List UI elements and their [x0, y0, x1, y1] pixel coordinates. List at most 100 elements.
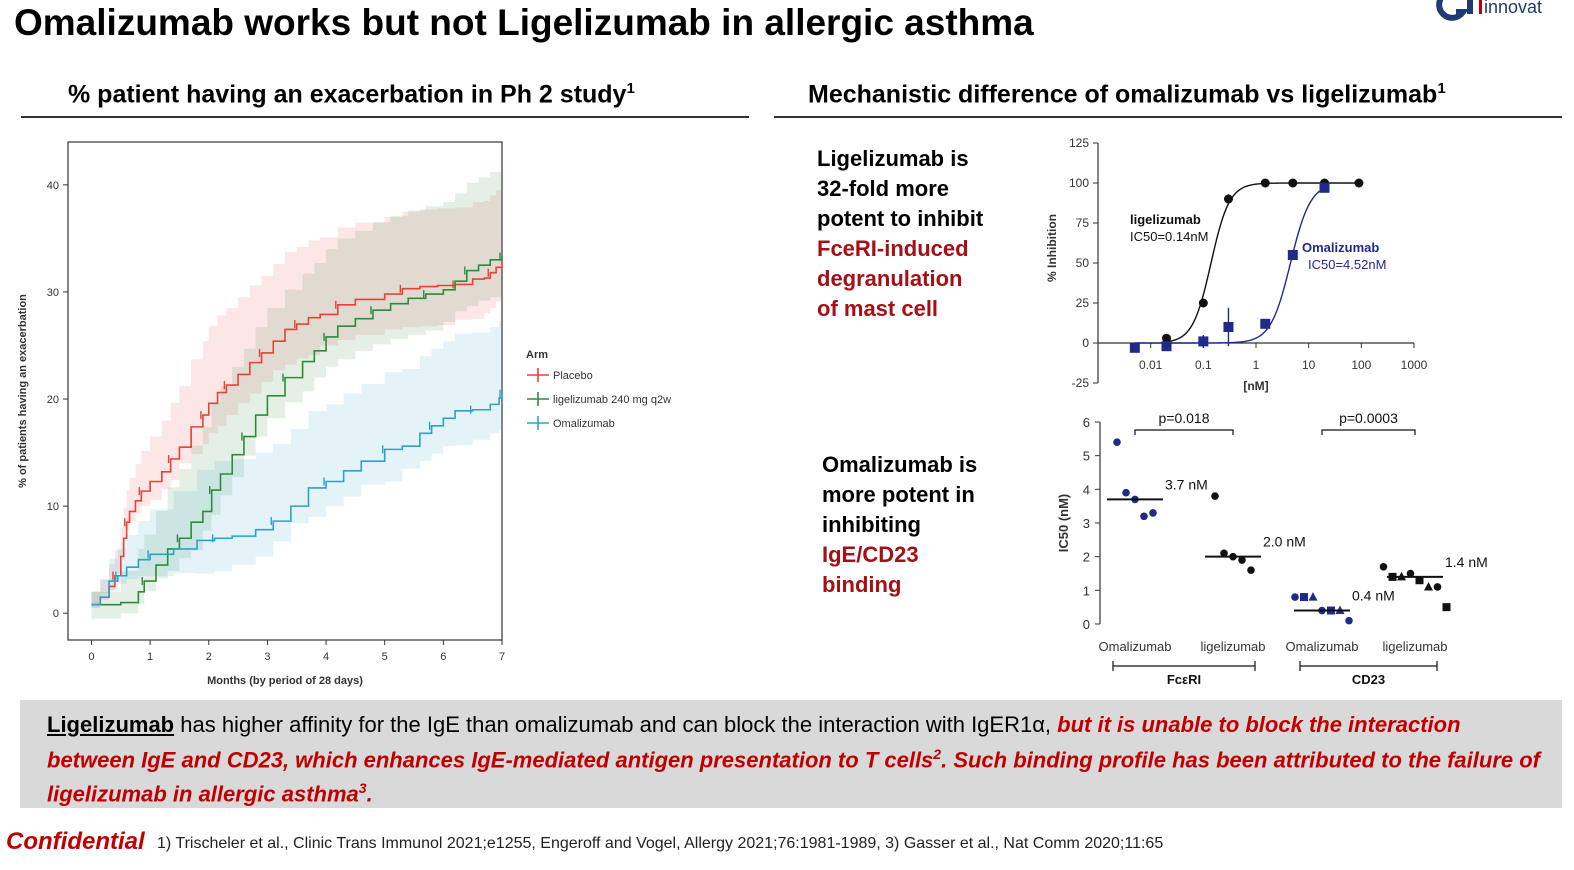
summary-plain: has higher affinity for the IgE than oma… — [174, 712, 1058, 737]
km-ytick-label: 0 — [53, 608, 59, 620]
summary-sup-2: 3 — [358, 780, 367, 797]
km-xtick-label: 3 — [264, 651, 270, 663]
callout-bottom-red-line: binding — [822, 572, 902, 597]
km-ylabel: % of patients having an exacerbation — [17, 294, 29, 488]
ic50-median-label: 1.4 nM — [1445, 554, 1488, 570]
km-xlabel: Months (by period of 28 days) — [207, 675, 363, 687]
slide-title: Omalizumab works but not Ligelizumab in … — [14, 2, 1034, 43]
ic50-point — [1113, 438, 1121, 446]
ic50-median-label: 3.7 nM — [1165, 476, 1208, 492]
callout-bottom-line: more potent in — [822, 482, 975, 507]
km-legend-label: Omalizumab — [553, 418, 615, 430]
km-ytick-label: 30 — [47, 287, 59, 299]
ic50-pvalue-label: p=0.0003 — [1339, 410, 1398, 426]
ic50-pvalue-label: p=0.018 — [1159, 410, 1210, 426]
summary-emphasis-1: but it is unable to block the interactio… — [47, 712, 1461, 772]
dose-point-ligelizumab — [1162, 333, 1172, 343]
ic50-ytick-label: 0 — [1083, 617, 1090, 632]
left-panel-heading-sup: 1 — [626, 80, 635, 97]
ic50-point — [1300, 593, 1308, 602]
dose-xtick-label: 1000 — [1401, 358, 1428, 372]
dose-xtick-label: 10 — [1302, 358, 1316, 372]
dose-ytick-label: 125 — [1069, 136, 1089, 150]
confidential-label: Confidential — [6, 828, 145, 855]
ic50-ytick-label: 6 — [1083, 415, 1090, 430]
dose-ytick-label: -25 — [1072, 376, 1090, 390]
dose-ylabel: % Inhibition — [1045, 214, 1059, 282]
dose-xtick-label: 0.01 — [1139, 358, 1163, 372]
callout-top-line: potent to inhibit — [817, 206, 984, 231]
ic50-category-label: ligelizumab — [1200, 639, 1265, 654]
dose-point-ligelizumab — [1354, 178, 1364, 188]
dose-point-ligelizumab — [1223, 194, 1233, 204]
km-xtick-label: 5 — [382, 651, 388, 663]
logo-mark-icon: innovat — [1436, 0, 1542, 21]
dose-xtick-label: 1 — [1253, 358, 1260, 372]
km-xtick-label: 0 — [88, 651, 94, 663]
ic50-category-label: ligelizumab — [1382, 639, 1447, 654]
ic50-point — [1442, 603, 1451, 612]
callout-top-red-line: degranulation — [817, 266, 963, 291]
dose-ytick-label: 100 — [1069, 176, 1089, 190]
km-line-1 — [91, 260, 503, 606]
references: 1) Trischeler et al., Clinic Trans Immun… — [157, 835, 1164, 852]
dose-xtick-label: 0.1 — [1195, 358, 1212, 372]
ic50-point — [1406, 569, 1415, 578]
ic50-group-label: CD23 — [1352, 672, 1385, 687]
ic50-category-label: Omalizumab — [1099, 639, 1172, 654]
callout-top-red-line: FceRI-induced — [817, 236, 969, 261]
callout-bottom-red-line: IgE/CD23 — [822, 542, 919, 567]
km-ytick-label: 20 — [47, 394, 59, 406]
ic50-point — [1433, 583, 1442, 591]
ic50-point — [1211, 492, 1219, 500]
dose-ic50-ligelizumab: IC50=0.14nM — [1130, 229, 1208, 244]
ic50-dot-plot: 0 1 2 3 4 5 6 IC50 (nM) Omalizumab ligelizumab Oma… — [1056, 410, 1488, 687]
summary-lead: Ligelizumab — [47, 712, 175, 737]
callout-top-line: Ligelizumab is — [817, 146, 969, 171]
ic50-point — [1308, 592, 1318, 601]
dose-point-omalizumab — [1161, 341, 1172, 352]
dose-point-omalizumab — [1129, 342, 1140, 353]
km-legend-label: Placebo — [553, 370, 593, 382]
ic50-ytick-label: 4 — [1083, 482, 1090, 497]
right-heading-rule — [774, 116, 1562, 118]
left-heading-rule — [21, 116, 749, 118]
dose-point-ligelizumab — [1288, 178, 1298, 188]
dose-label-omalizumab: Omalizumab — [1302, 240, 1379, 255]
km-ci-band-2 — [91, 168, 502, 619]
ic50-point — [1140, 512, 1148, 521]
dose-point-omalizumab — [1319, 182, 1330, 193]
ic50-point — [1122, 488, 1130, 497]
km-ci-band-1 — [91, 183, 502, 614]
callout-ligelizumab-potency: Ligelizumab is 32-fold more potent to in… — [817, 144, 983, 324]
km-xtick-label: 1 — [147, 651, 153, 663]
km-chart: 0 10 20 30 40 0 1 2 3 4 5 6 7 Months (by period of 28… — [17, 141, 671, 687]
ic50-ylabel: IC50 (nM) — [1056, 494, 1071, 553]
ic50-point — [1345, 616, 1353, 625]
dose-point-omalizumab — [1287, 250, 1298, 260]
dose-xtick-label: 100 — [1351, 358, 1371, 372]
km-ytick-label: 10 — [47, 501, 59, 513]
ic50-point — [1291, 593, 1299, 601]
ic50-point — [1149, 509, 1157, 517]
summary-box — [20, 700, 1562, 808]
dose-ic50-omalizumab: IC50=4.52nM — [1308, 257, 1386, 272]
dose-point-ligelizumab — [1198, 298, 1208, 308]
km-xtick-label: 4 — [323, 651, 329, 663]
summary-text: Ligelizumab has higher affinity for the … — [47, 710, 1547, 809]
km-xtick-label: 7 — [499, 651, 505, 663]
ic50-point — [1424, 581, 1433, 591]
callout-bottom-line: inhibiting — [822, 512, 921, 537]
ic50-point — [1220, 549, 1228, 558]
ic50-median-label: 0.4 nM — [1352, 588, 1395, 604]
summary-emphasis-2: . Such binding profile has been attribut… — [47, 746, 1541, 807]
km-line-3 — [91, 393, 503, 606]
dose-ytick-label: 25 — [1076, 296, 1090, 310]
logo-text: innovat — [1484, 0, 1542, 17]
callout-top-red-line: of mast cell — [817, 296, 939, 321]
callout-bottom-line: Omalizumab is — [822, 452, 978, 477]
ic50-ytick-label: 5 — [1083, 449, 1090, 464]
company-logo: innovat — [1436, 0, 1574, 26]
km-line-2 — [91, 256, 503, 606]
dose-ytick-label: 0 — [1082, 336, 1089, 350]
